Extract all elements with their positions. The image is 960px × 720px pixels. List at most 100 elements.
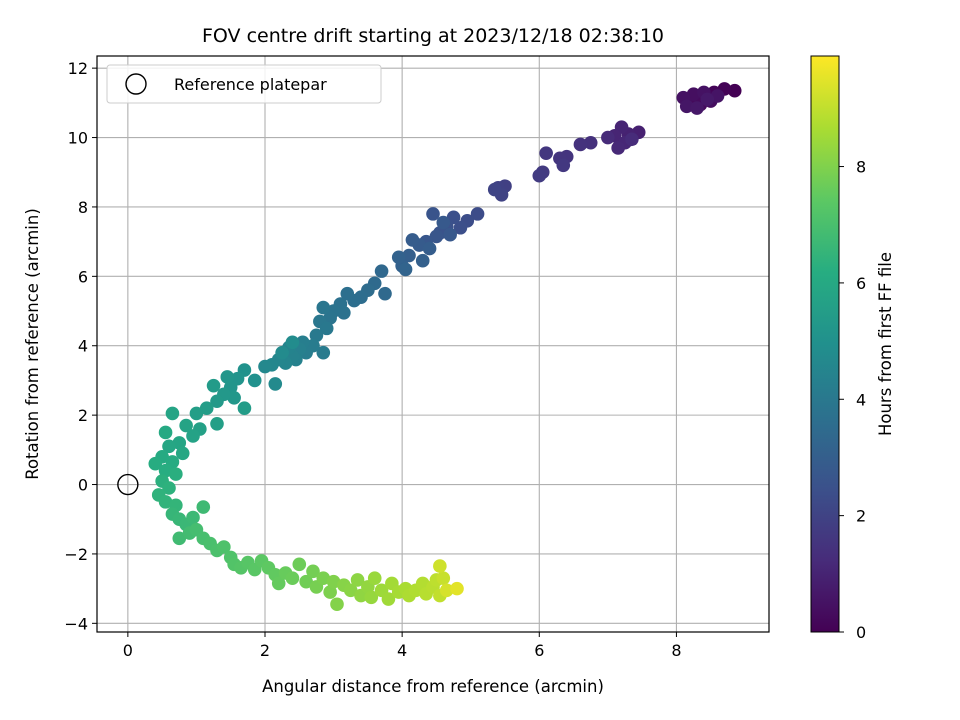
data-point — [172, 436, 187, 450]
data-point — [158, 495, 173, 509]
data-point — [405, 233, 420, 247]
data-point — [443, 227, 457, 242]
data-point — [148, 456, 163, 471]
data-point — [179, 418, 193, 433]
data-point — [186, 429, 200, 443]
data-point — [210, 394, 224, 409]
data-point — [453, 220, 468, 235]
legend-box — [106, 64, 382, 104]
legend-marker — [125, 73, 147, 95]
data-point — [364, 590, 379, 605]
data-point — [679, 99, 694, 114]
data-point — [206, 378, 221, 393]
data-point — [450, 581, 464, 596]
data-point — [583, 135, 598, 150]
data-point — [330, 597, 344, 612]
colorbar: 0 2 4 6 8 Hours from first FF file — [810, 55, 895, 642]
data-point — [426, 207, 440, 221]
x-tick-label: 8 — [671, 641, 681, 660]
data-point — [625, 132, 639, 147]
data-point — [374, 264, 389, 278]
data-point — [158, 463, 173, 478]
data-point — [391, 250, 406, 265]
data-point — [299, 574, 313, 589]
data-point — [415, 576, 430, 591]
data-point — [175, 446, 190, 461]
data-point — [247, 373, 262, 388]
data-point — [199, 401, 214, 415]
x-tick-label: 0 — [123, 641, 133, 660]
data-point — [186, 510, 200, 525]
data-point — [271, 576, 286, 591]
data-point — [196, 500, 211, 514]
data-point — [532, 168, 547, 183]
reference-platepar-marker — [117, 473, 139, 496]
data-point — [319, 321, 334, 336]
y-tick-label: −2 — [64, 545, 88, 564]
x-tick-label: 4 — [397, 641, 407, 660]
data-points — [148, 82, 742, 612]
y-tick-label: 4 — [78, 337, 88, 356]
colorbar-tick-label: 4 — [856, 390, 866, 409]
x-tick-label: 6 — [534, 641, 544, 660]
data-point — [378, 286, 392, 301]
data-point — [227, 390, 241, 405]
data-point — [367, 571, 382, 586]
data-point — [436, 571, 451, 586]
data-point — [237, 401, 252, 415]
data-point — [343, 583, 358, 598]
data-point — [433, 559, 447, 573]
data-point — [429, 229, 444, 244]
y-axis-label: Rotation from reference (arcmin) — [23, 208, 42, 480]
data-point — [292, 557, 307, 572]
data-point — [700, 92, 715, 107]
y-tick-label: 8 — [78, 198, 88, 217]
data-point — [316, 345, 331, 360]
colorbar-label: Hours from first FF file — [876, 252, 895, 436]
data-point — [422, 241, 437, 256]
data-point — [158, 425, 173, 440]
data-point — [268, 377, 283, 391]
plot-frame — [96, 55, 770, 633]
data-point — [316, 571, 331, 586]
data-point — [285, 335, 300, 350]
data-point — [169, 467, 183, 481]
data-point — [573, 137, 588, 152]
x-tick-label: 2 — [260, 641, 270, 660]
data-point — [381, 592, 396, 606]
data-point — [601, 130, 615, 145]
data-point — [189, 406, 204, 421]
data-point — [611, 141, 625, 155]
data-point — [306, 564, 320, 579]
data-point — [470, 207, 485, 221]
data-point — [275, 345, 289, 360]
data-point — [487, 182, 502, 197]
data-point — [323, 311, 337, 325]
chart-title: FOV centre drift starting at 2023/12/18 … — [202, 25, 664, 47]
y-tick-label: 12 — [68, 59, 88, 78]
colorbar-tick-label: 6 — [856, 274, 866, 293]
colorbar-gradient — [810, 55, 840, 633]
data-point — [220, 370, 235, 384]
data-point — [258, 359, 272, 374]
data-point — [415, 253, 430, 268]
data-point — [686, 87, 701, 101]
data-point — [556, 158, 571, 173]
x-axis-label: Angular distance from reference (arcmin) — [262, 677, 604, 696]
data-point — [340, 286, 355, 301]
data-point — [309, 328, 324, 343]
data-point — [217, 540, 231, 554]
y-axis: −4 −2 0 2 4 6 8 10 12 — [64, 59, 97, 633]
data-point — [337, 305, 351, 320]
data-point — [398, 262, 413, 277]
data-point — [710, 89, 725, 103]
data-point — [162, 439, 176, 454]
colorbar-tick-label: 2 — [856, 507, 866, 526]
data-point — [439, 583, 454, 598]
data-point — [172, 531, 187, 546]
data-point — [326, 574, 341, 589]
colorbar-tick-label: 0 — [856, 623, 866, 642]
data-point — [350, 573, 365, 587]
colorbar-tick-label: 8 — [856, 158, 866, 177]
y-tick-label: 0 — [78, 476, 88, 495]
